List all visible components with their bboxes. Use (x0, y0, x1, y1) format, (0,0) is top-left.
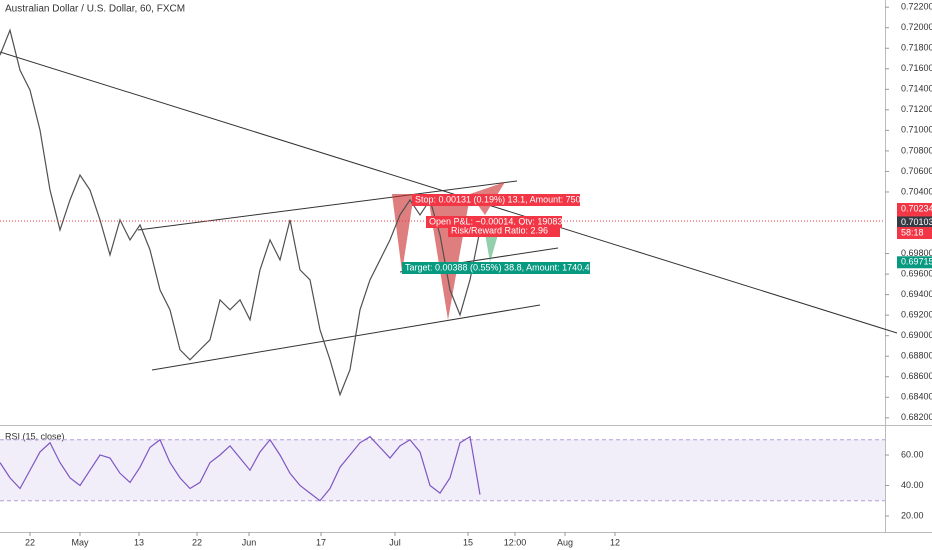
rsi-band (0, 439, 885, 501)
price-line (0, 435, 481, 502)
x-tick-label: May (71, 537, 89, 547)
y-tick-label: 0.72000 (901, 22, 932, 32)
y-tick-label: 0.72200 (901, 2, 932, 12)
y-tick-label: 0.71400 (901, 84, 932, 94)
y-tick-label: 20.00 (901, 510, 924, 520)
countdown-badge (897, 227, 932, 240)
trendline (0, 51, 898, 334)
x-tick-label: Jun (242, 537, 257, 547)
rsi-title: RSI (15, close) (5, 431, 65, 441)
y-tick-label: 0.71600 (901, 63, 932, 73)
x-tick-label: 15 (463, 537, 473, 547)
y-tick-label: 0.71000 (901, 125, 932, 135)
x-tick-label: 12 (610, 537, 620, 547)
price-badge-label: 0.70234 (901, 203, 932, 213)
x-tick-label: 17 (316, 537, 326, 547)
position-label: Target: 0.00388 (0.55%) 38.8, Amount: 17… (405, 262, 595, 272)
countdown: 58:18 (901, 227, 924, 237)
y-tick-label: 0.71200 (901, 104, 932, 114)
y-tick-label: 0.69000 (901, 330, 932, 340)
trendline (137, 180, 518, 231)
y-tick-label: 0.68400 (901, 392, 932, 402)
y-tick-label: 0.71800 (901, 43, 932, 53)
y-tick-label: 60.00 (901, 449, 924, 459)
chart-title: Australian Dollar / U.S. Dollar, 60, FXC… (5, 4, 185, 15)
y-tick-label: 0.69800 (901, 248, 932, 258)
price-badge (897, 203, 932, 216)
position-label-bg (412, 194, 580, 206)
x-tick-label: 22 (25, 537, 35, 547)
y-tick-label: 0.70400 (901, 186, 932, 196)
drawings (0, 51, 898, 371)
x-tick-label: Jul (389, 537, 401, 547)
x-tick-label: Aug (557, 537, 573, 547)
position-label: Stop: 0.00131 (0.19%) 13.1, Amount: 750 (415, 194, 581, 204)
y-tick-label: 0.69600 (901, 268, 932, 278)
y-tick-label: 0.70800 (901, 145, 932, 155)
y-tick-label: 0.69200 (901, 310, 932, 320)
y-tick-label: 0.68800 (901, 351, 932, 361)
price-badge-label: 0.69715 (901, 257, 932, 267)
x-tick-label: 22 (192, 537, 202, 547)
position-label: Open P&L: −0.00014, Qty: 190839 (429, 216, 567, 226)
x-tick-label: 12:00 (504, 537, 527, 547)
position-label-bg (448, 225, 560, 237)
position-label-bg (402, 262, 590, 274)
y-tick-label: 0.68200 (901, 412, 932, 422)
price-line (0, 28, 481, 397)
position-label: Risk/Reward Ratio: 2.96 (451, 225, 548, 235)
y-tick-label: 0.68600 (901, 371, 932, 381)
pattern-leg (392, 194, 414, 272)
y-tick-label: 40.00 (901, 480, 924, 490)
price-badge (897, 216, 932, 229)
price-badge-label: 0.70103 (901, 217, 932, 227)
y-tick-label: 0.70600 (901, 166, 932, 176)
y-tick-label: 0.69400 (901, 289, 932, 299)
x-tick-label: 13 (134, 537, 144, 547)
price-badge (897, 256, 932, 269)
trendline (151, 304, 541, 371)
